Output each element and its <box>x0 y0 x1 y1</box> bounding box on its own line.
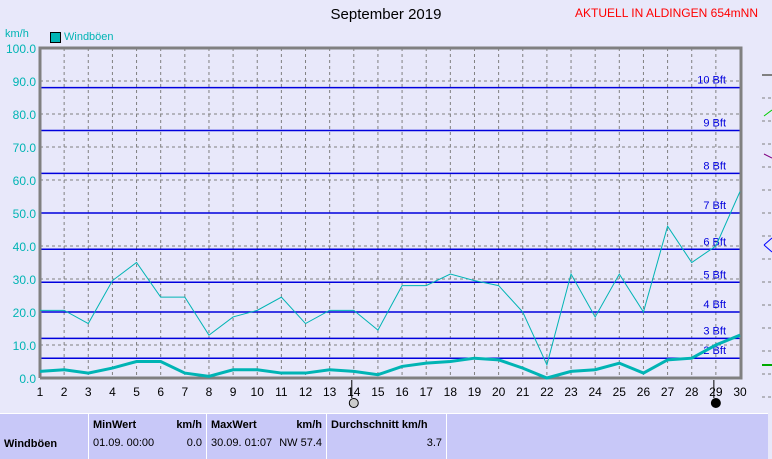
min-unit: km/h <box>176 419 202 431</box>
min-time: 01.09. 00:00 <box>93 437 155 449</box>
beaufort-label: 10 Bft <box>697 75 726 87</box>
row-label: Windböen <box>0 414 89 459</box>
y-tick-label: 60.0 <box>13 174 37 188</box>
x-tick-label: 27 <box>661 385 675 399</box>
x-tick-label: 16 <box>395 385 409 399</box>
moon-full-icon <box>348 398 359 408</box>
x-tick-label: 15 <box>371 385 385 399</box>
x-tick-label: 9 <box>230 385 237 399</box>
x-tick-label: 29 <box>709 385 723 399</box>
legend: Windböen <box>50 31 114 43</box>
max-value: NW 57.4 <box>279 437 322 449</box>
x-tick-label: 2 <box>61 385 68 399</box>
max-header: MaxWert <box>211 419 257 431</box>
x-tick-label: 14 <box>347 385 361 399</box>
x-tick-label: 10 <box>251 385 265 399</box>
stats-table: Windböen MinWert km/h 01.09. 00:00 0.0 Max… <box>0 413 768 459</box>
y-tick-label: 90.0 <box>13 75 37 89</box>
beaufort-label: 4 Bft <box>703 299 726 311</box>
avg-value: 3.7 <box>426 437 442 449</box>
beaufort-label: 6 Bft <box>703 236 726 248</box>
x-tick-label: 25 <box>613 385 627 399</box>
max-unit: km/h <box>296 419 322 431</box>
x-tick-label: 13 <box>323 385 337 399</box>
min-header: MinWert <box>93 419 137 431</box>
x-tick-label: 5 <box>133 385 140 399</box>
side-panel-trace <box>763 109 772 117</box>
x-tick-label: 26 <box>637 385 651 399</box>
station-label: AKTUELL IN ALDINGEN 654mNN <box>575 6 758 20</box>
x-tick-label: 23 <box>564 385 578 399</box>
x-tick-label: 19 <box>468 385 482 399</box>
side-panel-trace <box>763 237 772 253</box>
x-tick-label: 4 <box>109 385 116 399</box>
x-tick-label: 20 <box>492 385 506 399</box>
y-axis-unit: km/h <box>5 28 29 40</box>
chart-title: September 2019 <box>330 6 442 23</box>
x-tick-label: 7 <box>181 385 188 399</box>
avg-header: Durchschnitt km/h <box>331 419 428 431</box>
y-tick-label: 80.0 <box>13 108 37 122</box>
side-panel-trace <box>763 153 772 159</box>
plot-frame <box>38 46 743 380</box>
y-tick-label: 40.0 <box>13 240 37 254</box>
beaufort-label: 3 Bft <box>703 325 726 337</box>
x-tick-label: 6 <box>157 385 164 399</box>
y-tick-label: 10.0 <box>13 339 37 353</box>
legend-label: Windböen <box>64 31 114 43</box>
x-tick-label: 17 <box>420 385 434 399</box>
min-value: 0.0 <box>186 437 202 449</box>
y-tick-label: 50.0 <box>13 207 37 221</box>
beaufort-label: 9 Bft <box>703 118 726 130</box>
x-tick-label: 22 <box>540 385 554 399</box>
beaufort-label: 8 Bft <box>703 160 726 172</box>
beaufort-label: 5 Bft <box>703 269 726 281</box>
moon-new-icon <box>710 398 721 408</box>
series-line-avg <box>39 333 741 380</box>
y-tick-label: 0.0 <box>19 372 36 386</box>
x-tick-label: 28 <box>685 385 699 399</box>
beaufort-label: 7 Bft <box>703 200 726 212</box>
x-tick-label: 24 <box>588 385 602 399</box>
x-tick-label: 1 <box>37 385 44 399</box>
y-tick-label: 70.0 <box>13 141 37 155</box>
max-time: 30.09. 01:07 <box>211 437 273 449</box>
x-tick-label: 21 <box>516 385 530 399</box>
y-tick-label: 30.0 <box>13 273 37 287</box>
x-tick-label: 8 <box>206 385 213 399</box>
x-tick-label: 18 <box>444 385 458 399</box>
y-tick-label: 100.0 <box>6 42 36 56</box>
legend-swatch <box>50 31 61 43</box>
y-tick-label: 20.0 <box>13 306 37 320</box>
x-tick-label: 12 <box>299 385 313 399</box>
x-tick-label: 11 <box>275 385 288 399</box>
x-tick-label: 30 <box>733 385 747 399</box>
series-line-max <box>40 191 741 367</box>
x-tick-label: 3 <box>85 385 92 399</box>
